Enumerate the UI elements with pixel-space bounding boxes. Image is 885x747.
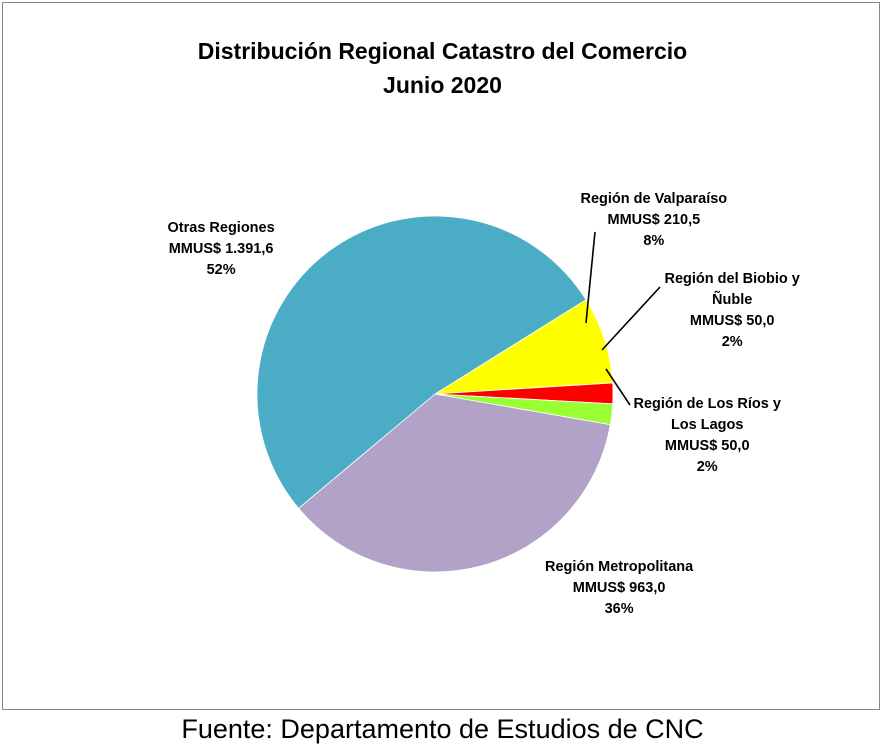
pie-slice-otras-regiones [256,215,587,509]
slice-value: MMUS$ 1.391,6 [168,241,274,257]
slice-name-line: Otras Regiones [167,220,275,236]
data-label-region-metropolitana: Región Metropolitana MMUS$ 963,0 36% [545,557,693,620]
slice-name-line: Los Lagos [670,417,744,433]
slice-value: MMUS$ 50,0 [664,438,750,454]
slice-name-line: Región Metropolitana [545,559,694,575]
leader-line-region-de-valparaiso [585,231,596,324]
slice-name-line: Región de Valparaíso [580,191,728,207]
slice-name-line: Región de Los Ríos y [633,396,781,412]
leader-line-region-de-los-rios-y-los-lagos [605,368,631,406]
data-label-region-del-biobio-y-nuble: Región del Biobio y Ñuble MMUS$ 50,0 2% [665,269,800,353]
pie-slice-region-metropolitana [298,393,611,573]
slice-value: MMUS$ 210,5 [607,212,701,228]
chart-subtitle: Junio 2020 [383,72,502,98]
slice-name-line: Región del Biobio y [664,271,800,287]
source-note: Fuente: Departamento de Estudios de CNC [181,714,704,744]
slice-value: MMUS$ 50,0 [689,313,775,329]
data-label-region-de-valparaiso: Región de Valparaíso MMUS$ 210,5 8% [581,189,728,252]
chart-title: Distribución Regional Catastro del Comer… [197,38,688,64]
slice-percent: 2% [721,334,743,350]
slice-percent: 8% [643,233,665,249]
slice-percent: 36% [604,601,634,617]
slice-name-line: Ñuble [712,292,753,308]
leader-line-region-del-biobio-y-nuble [601,286,661,351]
data-label-otras-regiones: Otras Regiones MMUS$ 1.391,6 52% [168,218,275,281]
slice-value: MMUS$ 963,0 [572,580,666,596]
slice-percent: 2% [696,459,718,475]
data-label-region-de-los-rios-y-los-lagos: Región de Los Ríos y Los Lagos MMUS$ 50,0 2… [634,394,781,478]
chart-title-block: Distribución Regional Catastro del Comer… [0,34,885,102]
slice-percent: 52% [206,262,236,278]
